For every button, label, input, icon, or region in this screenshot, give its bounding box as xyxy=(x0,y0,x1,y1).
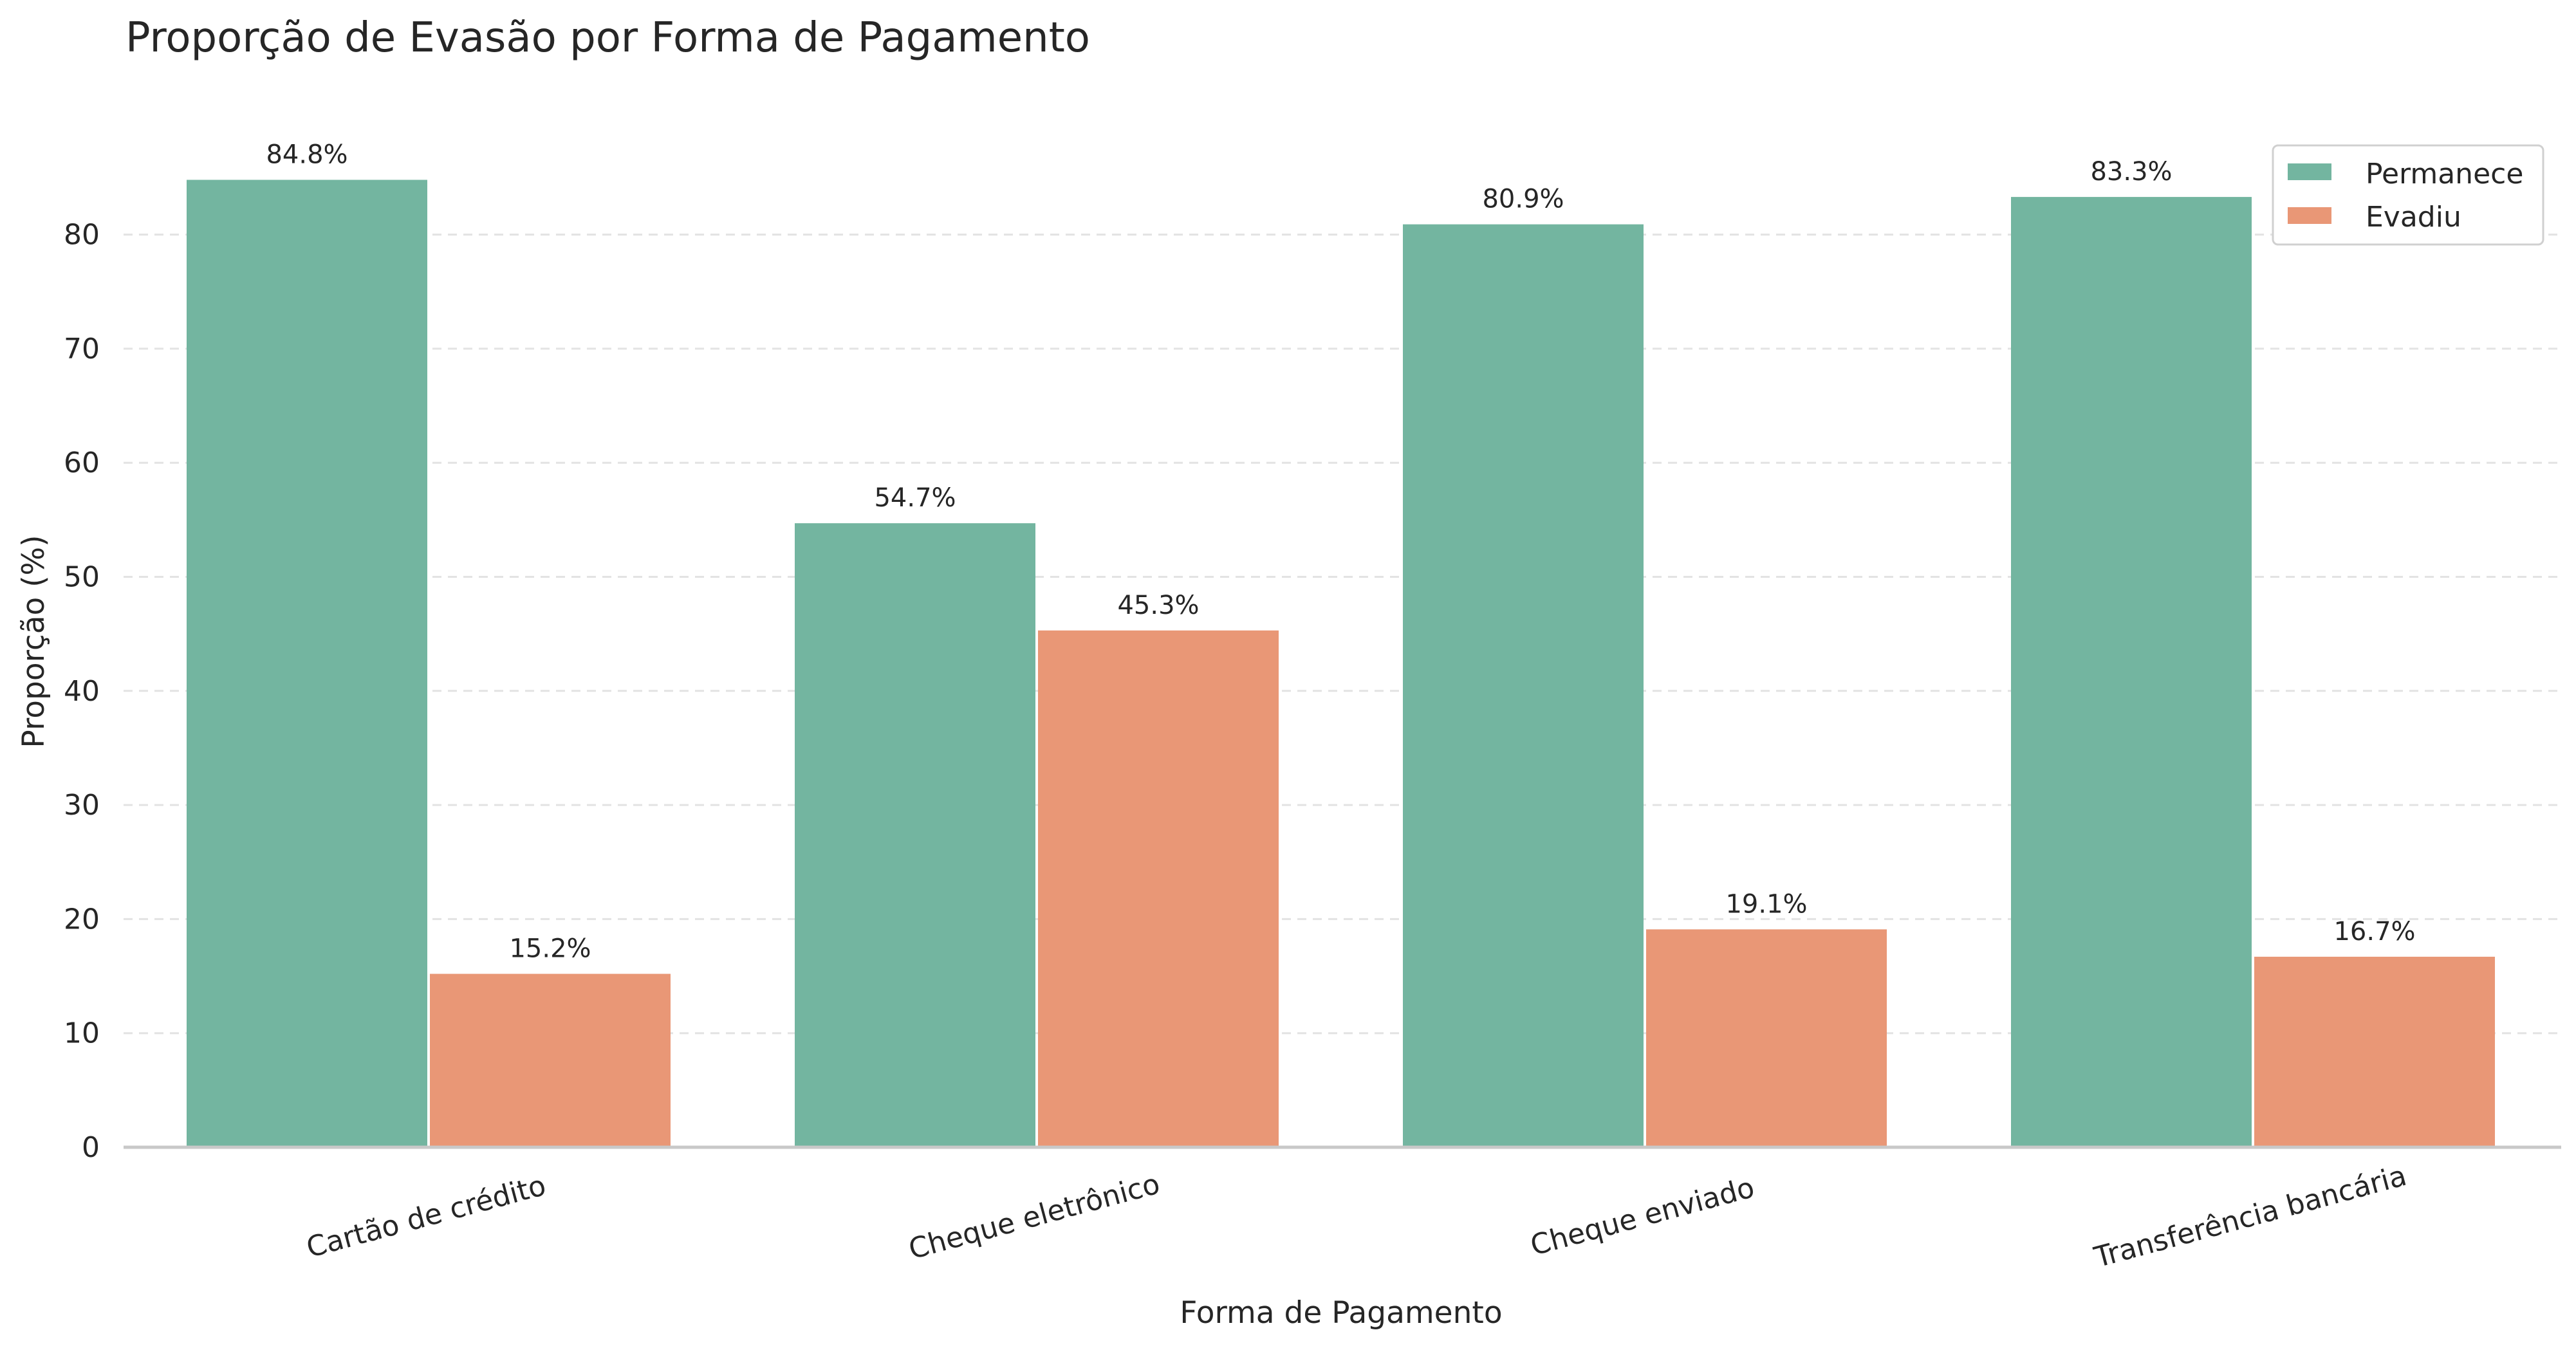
bar-evadiu-transferencia-bancaria xyxy=(2254,956,2495,1147)
y-tick-label: 60 xyxy=(64,447,100,479)
data-label-evadiu-cartao-de-credito: 15.2% xyxy=(509,934,591,964)
bar-evadiu-cheque-enviado xyxy=(1646,929,1887,1147)
y-tick-label: 80 xyxy=(64,219,100,252)
legend-label-permanece: Permanece xyxy=(2366,158,2523,190)
legend-label-evadiu: Evadiu xyxy=(2366,201,2461,234)
data-labels: 84.8% 15.2% 54.7% 45.3% 80.9% 19.1% 83.3% 16.7% xyxy=(266,140,2415,963)
data-label-permanece-cheque-enviado: 80.9% xyxy=(1482,185,1564,214)
data-label-permanece-cartao-de-credito: 84.8% xyxy=(266,140,347,169)
x-axis-label: Forma de Pagamento xyxy=(1180,1295,1502,1331)
data-label-permanece-transferencia-bancaria: 83.3% xyxy=(2090,157,2172,187)
y-tick-label: 70 xyxy=(64,333,100,365)
y-tick-label: 50 xyxy=(64,561,100,594)
bar-permanece-cartao-de-credito xyxy=(187,180,427,1148)
data-label-evadiu-cheque-enviado: 19.1% xyxy=(1725,889,1807,919)
y-axis-label: Proporção (%) xyxy=(16,535,51,748)
y-tick-label: 20 xyxy=(64,903,100,936)
bar-permanece-transferencia-bancaria xyxy=(2011,197,2252,1147)
y-tick-label: 30 xyxy=(64,789,100,822)
bar-evadiu-cheque-eletronico xyxy=(1038,630,1279,1147)
legend-swatch-evadiu xyxy=(2288,207,2331,224)
legend-box xyxy=(2272,144,2544,246)
y-tick-labels: 0 10 20 30 40 50 60 70 80 xyxy=(64,219,100,1164)
data-label-evadiu-cheque-eletronico: 45.3% xyxy=(1117,591,1199,620)
bar-permanece-cheque-enviado xyxy=(1403,224,1644,1147)
y-tick-label: 0 xyxy=(82,1131,100,1164)
data-label-evadiu-transferencia-bancaria: 16.7% xyxy=(2333,917,2415,946)
legend: Permanece Evadiu xyxy=(2272,144,2544,246)
data-label-permanece-cheque-eletronico: 54.7% xyxy=(874,483,956,513)
y-tick-label: 10 xyxy=(64,1017,100,1050)
bar-evadiu-cartao-de-credito xyxy=(430,974,671,1147)
bars xyxy=(187,180,2495,1148)
chart-title: Proporção de Evasão por Forma de Pagamen… xyxy=(125,14,1090,62)
bar-permanece-cheque-eletronico xyxy=(795,523,1035,1147)
y-tick-label: 40 xyxy=(64,675,100,708)
legend-swatch-permanece xyxy=(2288,163,2331,180)
